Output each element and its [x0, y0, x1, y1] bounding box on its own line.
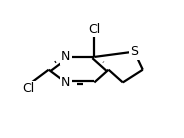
- Text: Cl: Cl: [88, 23, 100, 36]
- Text: Cl: Cl: [23, 82, 35, 95]
- Text: N: N: [61, 50, 70, 63]
- Text: N: N: [61, 76, 70, 89]
- Text: S: S: [130, 45, 138, 58]
